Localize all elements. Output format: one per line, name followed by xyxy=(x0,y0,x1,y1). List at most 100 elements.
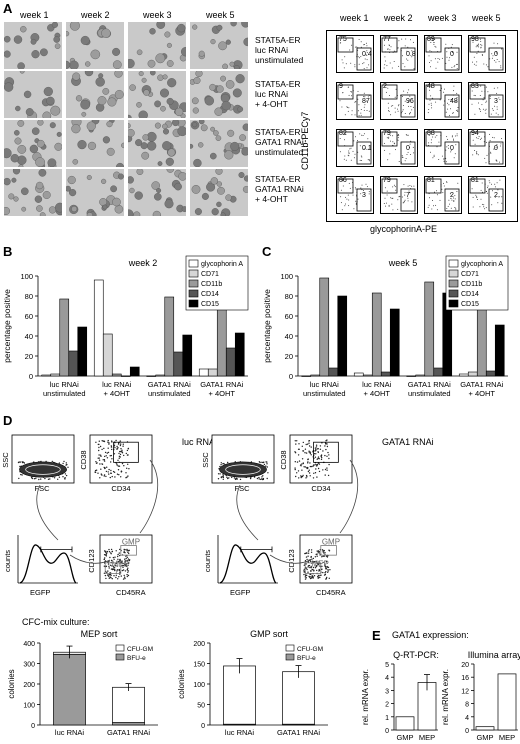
flow-value-upper: 79 xyxy=(383,177,391,184)
flow-plot xyxy=(424,35,462,73)
flow-dot xyxy=(471,103,473,105)
cell-shape xyxy=(213,130,219,136)
scatter-dot xyxy=(107,575,110,577)
cell-shape xyxy=(155,53,166,64)
cell-shape xyxy=(53,36,61,43)
flow-value-upper: 88 xyxy=(427,130,435,137)
flow-dot xyxy=(407,200,409,202)
flow-dot xyxy=(398,40,400,42)
flow-dot xyxy=(348,199,350,201)
cell-shape xyxy=(136,169,144,175)
scatter-dot xyxy=(126,556,129,558)
flow-dot xyxy=(363,106,365,108)
flow-plot-svg xyxy=(425,37,460,71)
scatter-dot xyxy=(327,569,329,571)
legend-label: glycophorin A xyxy=(201,261,243,268)
flow-dot xyxy=(443,91,445,93)
flow-value-upper: 82 xyxy=(339,130,347,137)
scatter-dot xyxy=(265,465,267,467)
flow-dot xyxy=(494,186,496,188)
cell-shape xyxy=(153,192,162,201)
bar xyxy=(433,367,444,377)
cell-shape xyxy=(225,194,232,201)
flow-dot xyxy=(407,59,409,61)
flow-plot xyxy=(336,129,374,167)
y-tick-label: 0 xyxy=(201,723,205,730)
cell-shape xyxy=(20,25,27,33)
flow-dot xyxy=(366,186,368,188)
y-tick-label: 400 xyxy=(23,641,35,648)
flow-dot xyxy=(485,108,487,110)
flow-dot xyxy=(473,94,475,96)
flow-value-right: 0.1 xyxy=(362,145,372,152)
scatter-dot xyxy=(306,552,308,554)
flow-dot xyxy=(496,59,498,60)
scatter-dot xyxy=(124,561,127,563)
scatter-dot xyxy=(104,451,107,454)
flow-dot xyxy=(471,90,473,92)
scatter-dot xyxy=(317,462,320,464)
flow-dot xyxy=(485,162,487,164)
flow-plot xyxy=(468,129,506,167)
flow-dot xyxy=(432,200,433,201)
micrograph-svg xyxy=(128,120,186,166)
cell-shape xyxy=(102,87,110,95)
scatter-dot xyxy=(108,442,110,444)
flow-dot xyxy=(394,111,396,113)
flow-dot xyxy=(358,63,360,65)
micrograph-image xyxy=(66,71,124,118)
flow-dot xyxy=(478,108,480,110)
scatter-dot xyxy=(220,462,222,464)
scatter-dot xyxy=(307,565,310,567)
legend-label: CD15 xyxy=(201,301,219,308)
flow-dot xyxy=(397,137,399,139)
scatter-dot xyxy=(38,478,40,481)
bar xyxy=(406,375,417,377)
flow-dot xyxy=(487,91,489,93)
flow-dot xyxy=(342,179,344,181)
scatter-dot xyxy=(322,450,324,452)
flow-dot xyxy=(399,195,401,197)
flow-value-right: 0 xyxy=(450,145,454,152)
flow-dot xyxy=(385,205,386,207)
cell-shape xyxy=(128,58,135,69)
x-tick-label: GATA1 RNAi xyxy=(200,380,243,389)
scatter-dot xyxy=(94,471,96,473)
scatter-dot xyxy=(98,454,100,456)
scatter-dot xyxy=(107,570,109,572)
legend-swatch xyxy=(188,279,199,288)
flow-dot xyxy=(407,151,409,153)
scatter-dot xyxy=(109,455,111,457)
flow-dot xyxy=(359,145,361,147)
scatter-dot xyxy=(326,556,329,558)
density-contour xyxy=(25,464,61,475)
scatter-dot xyxy=(307,571,309,573)
scatter-dot xyxy=(312,576,314,578)
scatter-dot xyxy=(315,553,317,556)
flow-dot xyxy=(447,205,449,207)
cell-shape xyxy=(85,61,91,67)
cell-shape xyxy=(35,181,44,190)
cell-shape xyxy=(18,164,24,167)
scatter-dot xyxy=(307,458,309,460)
flow-dot xyxy=(488,180,490,182)
flow-dot xyxy=(350,159,352,161)
gate-arrow xyxy=(69,554,111,564)
flow-dot xyxy=(404,194,406,196)
scatter-dot xyxy=(315,448,317,451)
flow-dot xyxy=(397,108,398,110)
scatter-dot xyxy=(256,477,259,480)
gate-right xyxy=(400,94,416,118)
gate-arrow xyxy=(139,459,159,534)
y-tick-label: 50 xyxy=(197,703,205,710)
scatter-dot xyxy=(123,563,126,566)
cell-shape xyxy=(193,158,202,167)
scatter-dot xyxy=(267,472,269,474)
cell-shape xyxy=(107,97,117,107)
cell-shape xyxy=(66,185,71,192)
flow-dot xyxy=(354,153,356,155)
flow-week-header: week 3 xyxy=(428,13,457,23)
flow-dot xyxy=(497,114,499,116)
cell-shape xyxy=(178,172,186,181)
x-tick-label: luc RNAi xyxy=(102,380,132,389)
